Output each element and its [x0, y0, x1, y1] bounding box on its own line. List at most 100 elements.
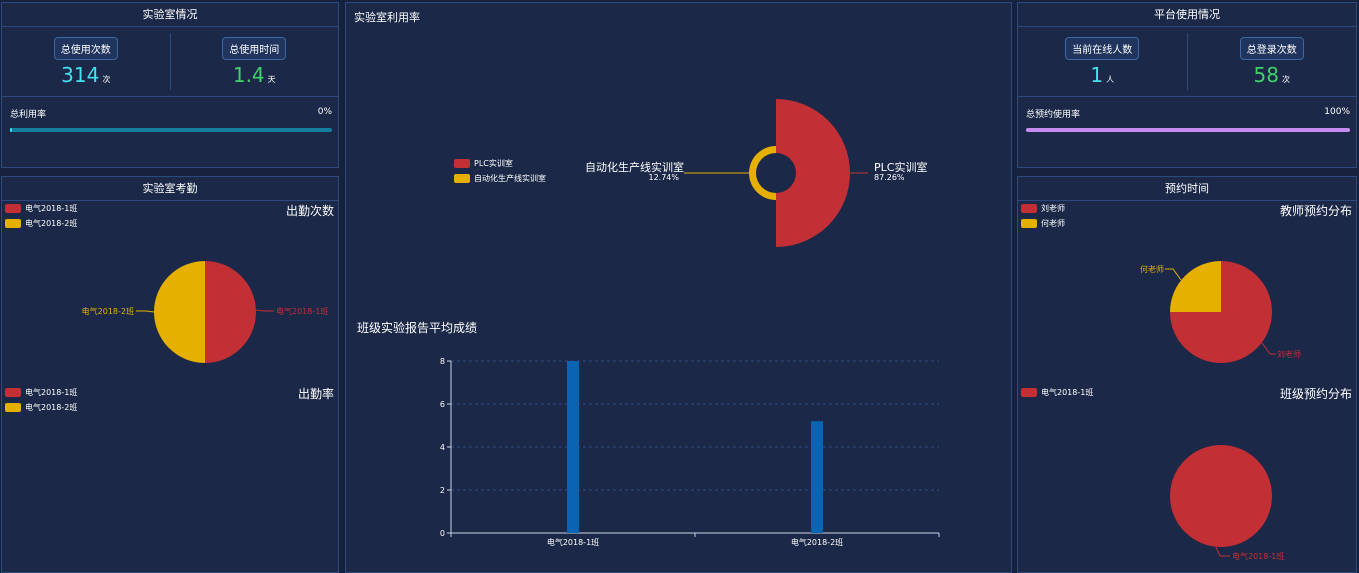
legend-item-class1[interactable]: 电气2018-1班	[5, 203, 77, 214]
y-tick-label: 4	[440, 443, 445, 452]
utilization-title: 实验室利用率	[354, 11, 420, 24]
attendance-rate-title: 出勤率	[297, 387, 334, 401]
label-line-he	[1165, 268, 1182, 281]
y-tick-label: 8	[440, 357, 445, 366]
report-bar-chart: 0 2 4 6 8 电气2018-1班 电气2018-2班	[440, 357, 940, 547]
legend-item-liu[interactable]: 刘老师	[1021, 203, 1065, 214]
booking-rate-progress-fill	[1026, 128, 1350, 132]
total-uses-value: 314	[61, 63, 100, 87]
rose-label-automation-name: 自动化生产线实训室	[585, 160, 684, 174]
teacher-legend: 刘老师 何老师	[1021, 203, 1065, 233]
rose-label-plc-pct: 87.26%	[874, 173, 905, 182]
legend-swatch	[1021, 204, 1037, 213]
legend-label: 自动化生产线实训室	[474, 174, 546, 183]
legend-swatch	[454, 159, 470, 168]
pie-label-class1: 电气2018-1班	[1232, 551, 1284, 561]
online-users-unit: 人	[1106, 75, 1115, 84]
label-line-liu	[1261, 342, 1276, 355]
class-booking-legend: 电气2018-1班	[1021, 387, 1093, 402]
legend-item-he[interactable]: 何老师	[1021, 218, 1065, 229]
online-users-value: 1	[1090, 63, 1104, 87]
utilization-label: 总利用率	[10, 110, 47, 120]
legend-item-class1[interactable]: 电气2018-1班	[1021, 387, 1093, 398]
x-tick-label: 电气2018-1班	[547, 537, 599, 547]
class-booking-pie-chart: 电气2018-1班	[1170, 445, 1284, 561]
attendance-pie-chart: 电气2018-1班 电气2018-2班	[82, 261, 328, 363]
pie-slice-he[interactable]	[1170, 261, 1221, 312]
pie-label-he: 何老师	[1140, 264, 1164, 274]
attendance-legend: 电气2018-1班 电气2018-2班	[5, 203, 77, 233]
legend-label: 何老师	[1041, 219, 1065, 228]
rose-slice-automation[interactable]	[749, 146, 776, 200]
legend-item-plc[interactable]: PLC实训室	[454, 158, 546, 169]
y-tick-label: 6	[440, 400, 445, 409]
booking-title: 预约时间	[1018, 177, 1356, 201]
y-tick-label: 0	[440, 529, 445, 538]
utilization-legend: PLC实训室 自动化生产线实训室	[454, 158, 546, 188]
pie-slice-class1[interactable]	[205, 261, 256, 363]
legend-label: 电气2018-2班	[25, 403, 78, 412]
legend-swatch	[454, 174, 470, 183]
pie-label-class1: 电气2018-1班	[276, 306, 328, 316]
pie-label-class2: 电气2018-2班	[82, 306, 134, 316]
total-logins-value: 58	[1253, 63, 1279, 87]
report-chart-title: 班级实验报告平均成绩	[357, 321, 478, 335]
x-tick-label: 电气2018-2班	[791, 537, 843, 547]
legend-swatch	[5, 204, 21, 213]
teacher-pie-chart: 何老师 刘老师	[1140, 261, 1301, 363]
utilization-value: 0%	[317, 107, 332, 117]
legend-swatch	[5, 219, 21, 228]
label-line-class1	[255, 309, 274, 312]
total-time-value: 1.4	[232, 63, 265, 87]
legend-item-automation[interactable]: 自动化生产线实训室	[454, 173, 546, 184]
attendance-panel: 实验室考勤 电气2018-1班 电气2018-2班 出勤次数 电气2018-1班…	[1, 176, 339, 573]
pie-label-liu: 刘老师	[1277, 349, 1301, 359]
booking-panel: 预约时间 刘老师 何老师 教师预约分布 何老师 刘老师 电气2018-1班 班级…	[1017, 176, 1357, 573]
bar-1[interactable]	[567, 361, 579, 533]
utilization-progress-bar	[10, 128, 332, 132]
total-time-unit: 天	[267, 75, 276, 84]
total-uses-unit: 次	[102, 75, 111, 84]
pie-slice-class2[interactable]	[154, 261, 205, 363]
label-line-class2	[136, 310, 155, 313]
utilization-progress-fill	[10, 128, 12, 132]
attendance-title: 实验室考勤	[2, 177, 338, 201]
legend-label: 刘老师	[1041, 204, 1065, 213]
total-time-label: 总使用时间	[222, 37, 287, 60]
legend-item-class1[interactable]: 电气2018-1班	[5, 387, 77, 398]
legend-item-class2[interactable]: 电气2018-2班	[5, 218, 77, 229]
legend-label: 电气2018-1班	[25, 204, 78, 213]
legend-label: 电气2018-2班	[25, 219, 78, 228]
booking-rate-value: 100%	[1324, 107, 1350, 117]
total-logins-unit: 次	[1281, 75, 1290, 84]
booking-rate-label: 总预约使用率	[1026, 110, 1081, 120]
total-uses-label: 总使用次数	[53, 37, 118, 60]
class-booking-title: 班级预约分布	[1279, 387, 1352, 401]
rose-label-plc-name: PLC实训室	[874, 160, 927, 174]
total-logins-label: 总登录次数	[1239, 37, 1304, 60]
total-uses-stat: 总使用次数 314 次	[2, 27, 170, 96]
rose-slice-plc[interactable]	[776, 99, 850, 247]
total-logins-stat: 总登录次数 58 次	[1186, 33, 1357, 90]
lab-overview-panel: 实验室情况 总使用次数 314 次 总使用时间 1.4 天 总利用率 0%	[1, 2, 339, 168]
legend-swatch	[5, 388, 21, 397]
legend-swatch	[5, 403, 21, 412]
bar-2[interactable]	[811, 421, 823, 533]
lab-overview-title: 实验室情况	[2, 3, 338, 27]
utilization-panel: 实验室利用率 PLC实训室 自动化生产线实训室 自动化生产线实训室 12.74%…	[345, 2, 1012, 573]
label-line-class1	[1215, 546, 1230, 557]
attendance-count-title: 出勤次数	[285, 204, 334, 218]
pie-slice-class1[interactable]	[1170, 445, 1272, 547]
y-tick-label: 2	[440, 486, 445, 495]
online-users-label: 当前在线人数	[1065, 37, 1140, 60]
legend-label: 电气2018-1班	[25, 388, 78, 397]
legend-swatch	[1021, 388, 1037, 397]
platform-title: 平台使用情况	[1018, 3, 1356, 27]
legend-swatch	[1021, 219, 1037, 228]
legend-label: PLC实训室	[474, 159, 513, 168]
attendance-rate-legend: 电气2018-1班 电气2018-2班	[5, 387, 77, 417]
booking-rate-progress-bar	[1026, 128, 1350, 132]
legend-item-class2[interactable]: 电气2018-2班	[5, 402, 77, 413]
